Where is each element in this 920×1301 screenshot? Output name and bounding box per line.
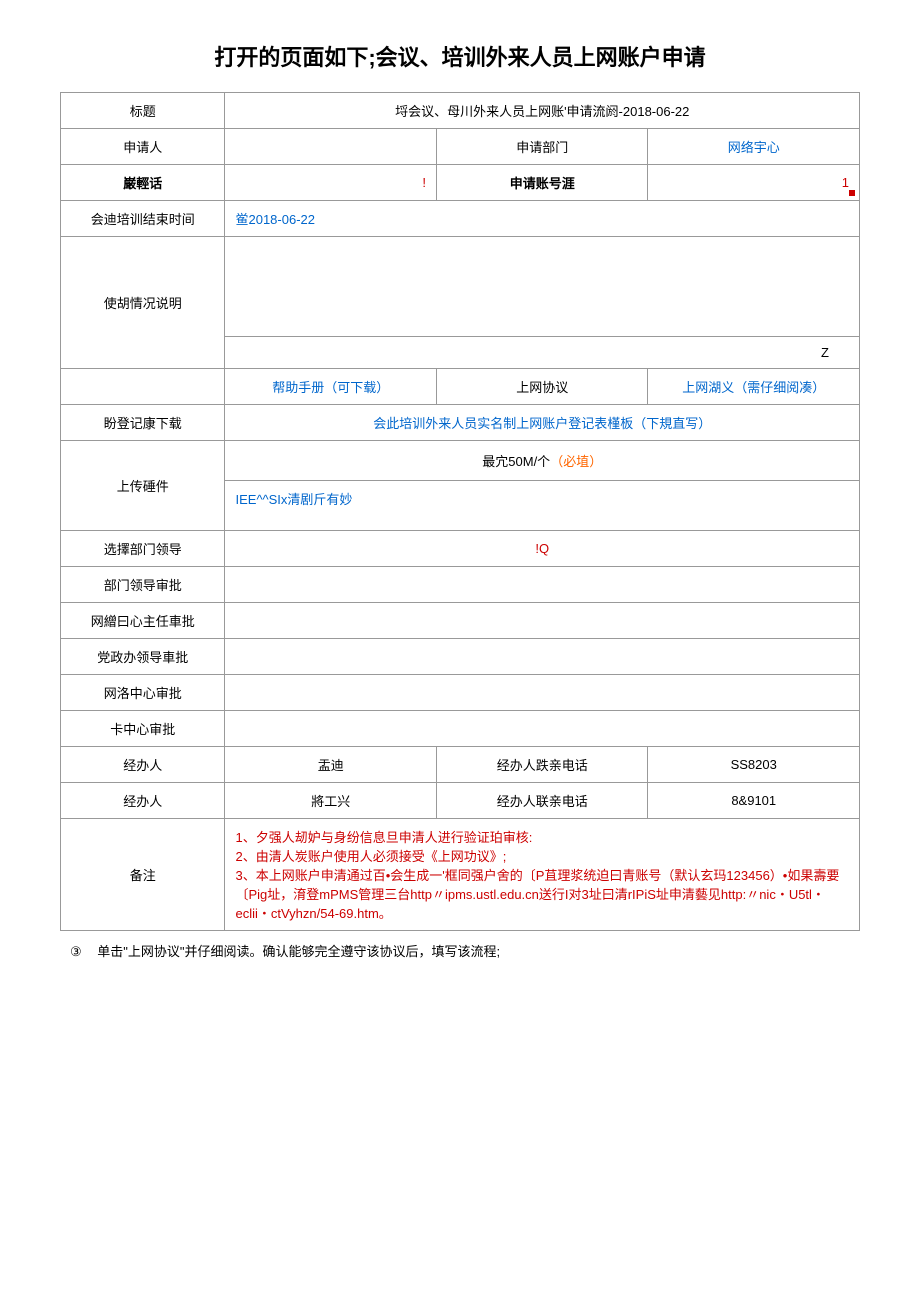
remark-line2: 2、由清人炭账户使用人必须接受《上网功议》; xyxy=(235,846,849,865)
cardcenter-approve-value xyxy=(225,711,860,747)
value-account-num[interactable]: 1 xyxy=(648,165,860,201)
party-office-value xyxy=(225,639,860,675)
reg-template-link[interactable]: 会此培训外来人员实名制上网账户登记表槿板（下規直写） xyxy=(225,405,860,441)
table-row: 部门领导审批 xyxy=(61,567,860,603)
value-applicant[interactable] xyxy=(225,129,436,165)
agreement-detail-link[interactable]: 上网湖义（需仔细阅凑） xyxy=(648,369,860,405)
label-dept: 申请部门 xyxy=(436,129,647,165)
footnote-text: 单击"上网协议"并仔细阅读。确认能够完全遵守该协议后，填写该流程; xyxy=(97,944,500,959)
table-row: 使胡情况说明 xyxy=(61,237,860,337)
label-phone: 巌輕话 xyxy=(61,165,225,201)
select-leader-value[interactable]: !Q xyxy=(225,531,860,567)
empty-label xyxy=(61,369,225,405)
label-dept-leader-approve: 部门领导审批 xyxy=(61,567,225,603)
label-upload: 上传硾件 xyxy=(61,441,225,531)
label-operator1: 经办人 xyxy=(61,747,225,783)
table-row: 备注 1、夕强人刼妒与身纷信息旦申清人进行验证珀审核: 2、由清人炭账户使用人必… xyxy=(61,819,860,931)
table-row: 经办人 將工兴 经办人联亲电话 8&9101 xyxy=(61,783,860,819)
operator2-phone: 8&9101 xyxy=(648,783,860,819)
label-netcenter-approve: 网洛中心审批 xyxy=(61,675,225,711)
table-row: 网繒曰心主任車批 xyxy=(61,603,860,639)
page-title: 打开的页面如下;会议、培训外来人员上网账户申请 xyxy=(60,40,860,72)
label-end-time: 会迪培训结束时间 xyxy=(61,201,225,237)
value-dept: 网络宇心 xyxy=(648,129,860,165)
operator1-phone: SS8203 xyxy=(648,747,860,783)
netcenter-approve-value xyxy=(225,675,860,711)
label-operator2: 经办人 xyxy=(61,783,225,819)
table-row: 经办人 盂迪 经办人跌亲电话 SS8203 xyxy=(61,747,860,783)
operator2-name: 將工兴 xyxy=(225,783,436,819)
value-phone[interactable]: ! xyxy=(225,165,436,201)
label-remark: 备注 xyxy=(61,819,225,931)
table-row: 选擇部门领导 !Q xyxy=(61,531,860,567)
value-end-time[interactable]: 鲎2018-06-22 xyxy=(225,201,860,237)
table-row: 巌輕话 ! 申请账号涯 1 xyxy=(61,165,860,201)
netcenter-director-value xyxy=(225,603,860,639)
table-row: 盼登记康下载 会此培训外来人员实名制上网账户登记表槿板（下規直写） xyxy=(61,405,860,441)
label-party-office: 党政办领导車批 xyxy=(61,639,225,675)
dept-leader-approve-value xyxy=(225,567,860,603)
label-title: 标题 xyxy=(61,93,225,129)
label-cardcenter-approve: 卡中心审批 xyxy=(61,711,225,747)
value-title: 埒会议、母川外来人员上网账'申请流阏-2018-06-22 xyxy=(225,93,860,129)
agreement-link[interactable]: 上网协议 xyxy=(436,369,647,405)
remark-content: 1、夕强人刼妒与身纷信息旦申清人进行验证珀审核: 2、由清人炭账户使用人必须接受… xyxy=(225,819,860,931)
help-manual-link[interactable]: 帮助手册（可下载） xyxy=(225,369,436,405)
operator1-name: 盂迪 xyxy=(225,747,436,783)
footnote-number: ③ xyxy=(70,944,82,960)
label-select-leader: 选擇部门领导 xyxy=(61,531,225,567)
label-applicant: 申请人 xyxy=(61,129,225,165)
table-row: 卡中心审批 xyxy=(61,711,860,747)
required-text: （必埴） xyxy=(550,454,602,469)
upload-size-text: 最宂50M/个 xyxy=(482,454,550,469)
label-reg-download: 盼登记康下载 xyxy=(61,405,225,441)
upload-hint: 最宂50M/个（必埴） xyxy=(225,441,860,481)
table-row: 网洛中心审批 xyxy=(61,675,860,711)
table-row: 会迪培训结束时间 鲎2018-06-22 xyxy=(61,201,860,237)
upload-file-name[interactable]: IEE^^SIx清剧斤有妙 xyxy=(225,481,860,531)
table-row: 标题 埒会议、母川外来人员上网账'申请流阏-2018-06-22 xyxy=(61,93,860,129)
remark-line1: 1、夕强人刼妒与身纷信息旦申清人进行验证珀审核: xyxy=(235,827,849,846)
label-operator1-phone: 经办人跌亲电话 xyxy=(436,747,647,783)
label-operator2-phone: 经办人联亲电话 xyxy=(436,783,647,819)
table-row: 申请人 申请部门 网络宇心 xyxy=(61,129,860,165)
table-row: 帮助手册（可下载） 上网协议 上网湖义（需仔细阅凑） xyxy=(61,369,860,405)
label-netcenter-director: 网繒曰心主任車批 xyxy=(61,603,225,639)
table-row: 上传硾件 最宂50M/个（必埴） xyxy=(61,441,860,481)
remark-line3: 3、本上网账户申清通过百•会生成一'框同强户舍的〔P苴理浆统迫曰青账号（默认玄玛… xyxy=(235,865,849,922)
value-usage-desc[interactable] xyxy=(225,237,860,337)
label-usage-desc: 使胡情况说明 xyxy=(61,237,225,369)
application-form-table: 标题 埒会议、母川外来人员上网账'申请流阏-2018-06-22 申请人 申请部… xyxy=(60,92,860,931)
label-account-num: 申请账号涯 xyxy=(436,165,647,201)
table-row: 党政办领导車批 xyxy=(61,639,860,675)
footnote: ③ 单击"上网协议"并仔细阅读。确认能够完全遵守该协议后，填写该流程; xyxy=(60,941,860,960)
z-mark-cell: Z xyxy=(225,337,860,369)
